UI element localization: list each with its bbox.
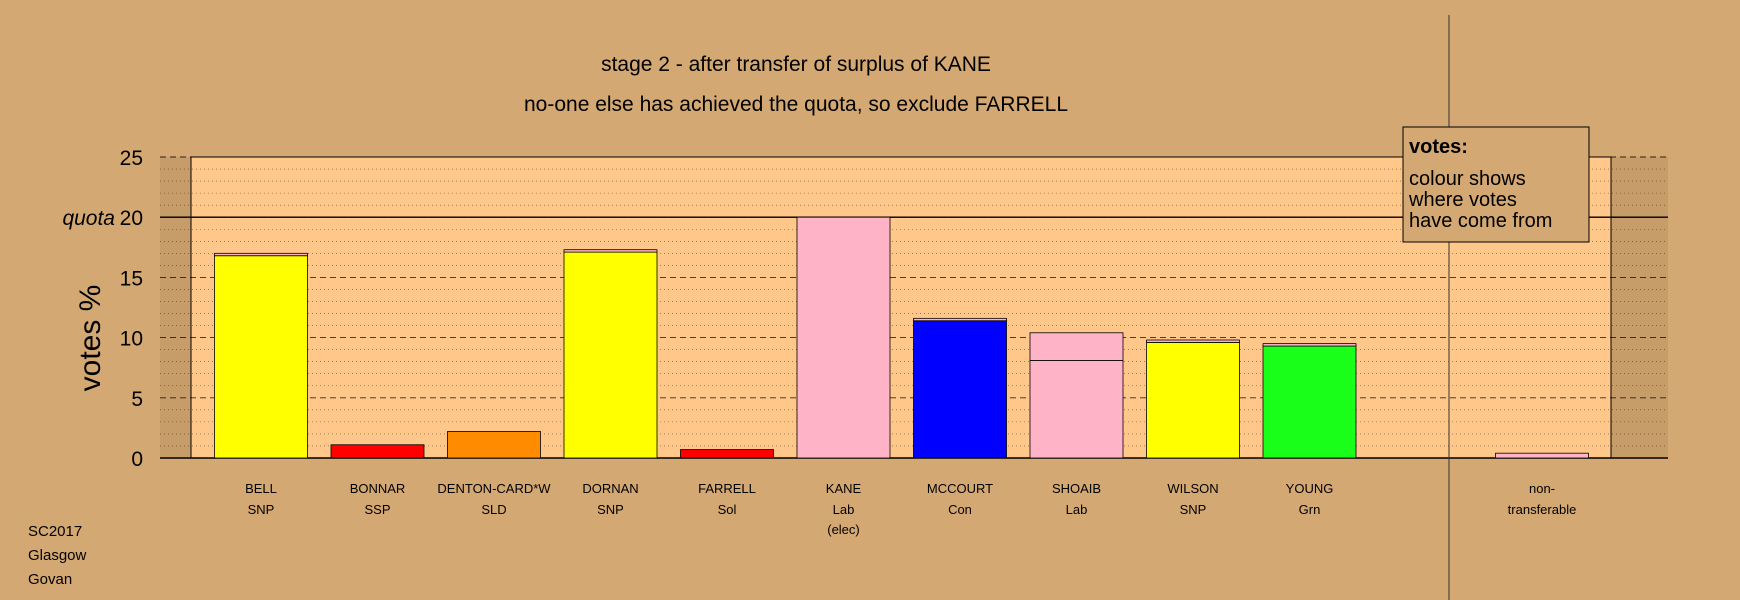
legend-line-3: have come from <box>1409 210 1552 232</box>
party-label: Sol <box>718 502 737 517</box>
chart-subtitle: no-one else has achieved the quota, so e… <box>524 93 1068 116</box>
x-tick-label: non- <box>1529 481 1555 496</box>
bar-segment <box>1262 345 1357 459</box>
bar-segment <box>796 216 891 459</box>
y-tick-label: 25 <box>120 147 143 170</box>
bars <box>214 216 1589 459</box>
legend-box <box>1402 126 1590 243</box>
x-tick-label: transferable <box>1508 502 1577 517</box>
party-label: Grn <box>1299 502 1321 517</box>
party-label: Con <box>948 502 972 517</box>
x-tick-label: FARRELL <box>698 481 756 496</box>
y-tick-label: 10 <box>120 328 143 351</box>
party-label: SNP <box>1180 502 1207 517</box>
bar-segment <box>1029 332 1124 361</box>
footer-line-1: SC2017 <box>28 523 82 540</box>
party-label: SNP <box>248 502 275 517</box>
bar-segment <box>1495 452 1589 459</box>
bar-segment <box>680 449 774 459</box>
bar-segment <box>214 252 308 257</box>
bar-segment <box>913 320 1007 459</box>
bar-segment <box>1262 343 1357 347</box>
x-tick-label: BELL <box>245 481 277 496</box>
x-tick-label: BONNAR <box>350 481 406 496</box>
x-tick-label: WILSON <box>1167 481 1218 496</box>
footer-line-3: Govan <box>28 571 72 588</box>
party-label: SLD <box>481 502 506 517</box>
y-tick-label: 5 <box>131 388 143 411</box>
legend-line-2: where votes <box>1408 189 1517 211</box>
x-tick-label: YOUNG <box>1286 481 1334 496</box>
party-label: SSP <box>364 502 390 517</box>
footer-line-2: Glasgow <box>28 547 87 564</box>
status-label: (elec) <box>827 522 860 537</box>
legend-line-1: colour shows <box>1409 168 1526 190</box>
bar-segment <box>563 249 658 253</box>
x-tick-label: MCCOURT <box>927 481 993 496</box>
bar-segment <box>447 431 541 459</box>
bar-segment <box>1029 360 1124 459</box>
bar-segment <box>913 317 1007 322</box>
legend-title: votes: <box>1409 136 1468 158</box>
bar-segment <box>330 444 425 459</box>
legend: votes: colour shows where votes have com… <box>1402 126 1590 243</box>
quota-label: quota <box>62 207 115 230</box>
party-label: Lab <box>833 502 855 517</box>
bar-segment <box>563 251 658 459</box>
x-tick-label: DENTON-CARD*W <box>437 481 551 496</box>
y-axis-label: votes % <box>74 285 107 392</box>
bar-segment <box>214 255 308 459</box>
x-tick-label: KANE <box>826 481 862 496</box>
x-tick-label: SHOAIB <box>1052 481 1101 496</box>
chart-title: stage 2 - after transfer of surplus of K… <box>601 53 991 76</box>
party-label: SNP <box>597 502 624 517</box>
party-label: Lab <box>1066 502 1088 517</box>
plot-left-margin <box>160 157 191 458</box>
bar-segment <box>1146 342 1240 459</box>
bar-segment <box>1146 339 1240 343</box>
y-tick-label: 0 <box>131 448 143 471</box>
x-tick-label: DORNAN <box>582 481 638 496</box>
y-tick-label: 15 <box>120 267 143 290</box>
y-axis: 0 5 10 15 20 25 quota <box>62 147 143 471</box>
x-axis-labels: BELL SNP BONNAR SSP DENTON-CARD*W SLD DORNAN SN… <box>245 481 1576 537</box>
plot-right-margin <box>1611 157 1668 458</box>
y-tick-label: 20 <box>120 207 143 230</box>
plot-area <box>190 156 1612 459</box>
